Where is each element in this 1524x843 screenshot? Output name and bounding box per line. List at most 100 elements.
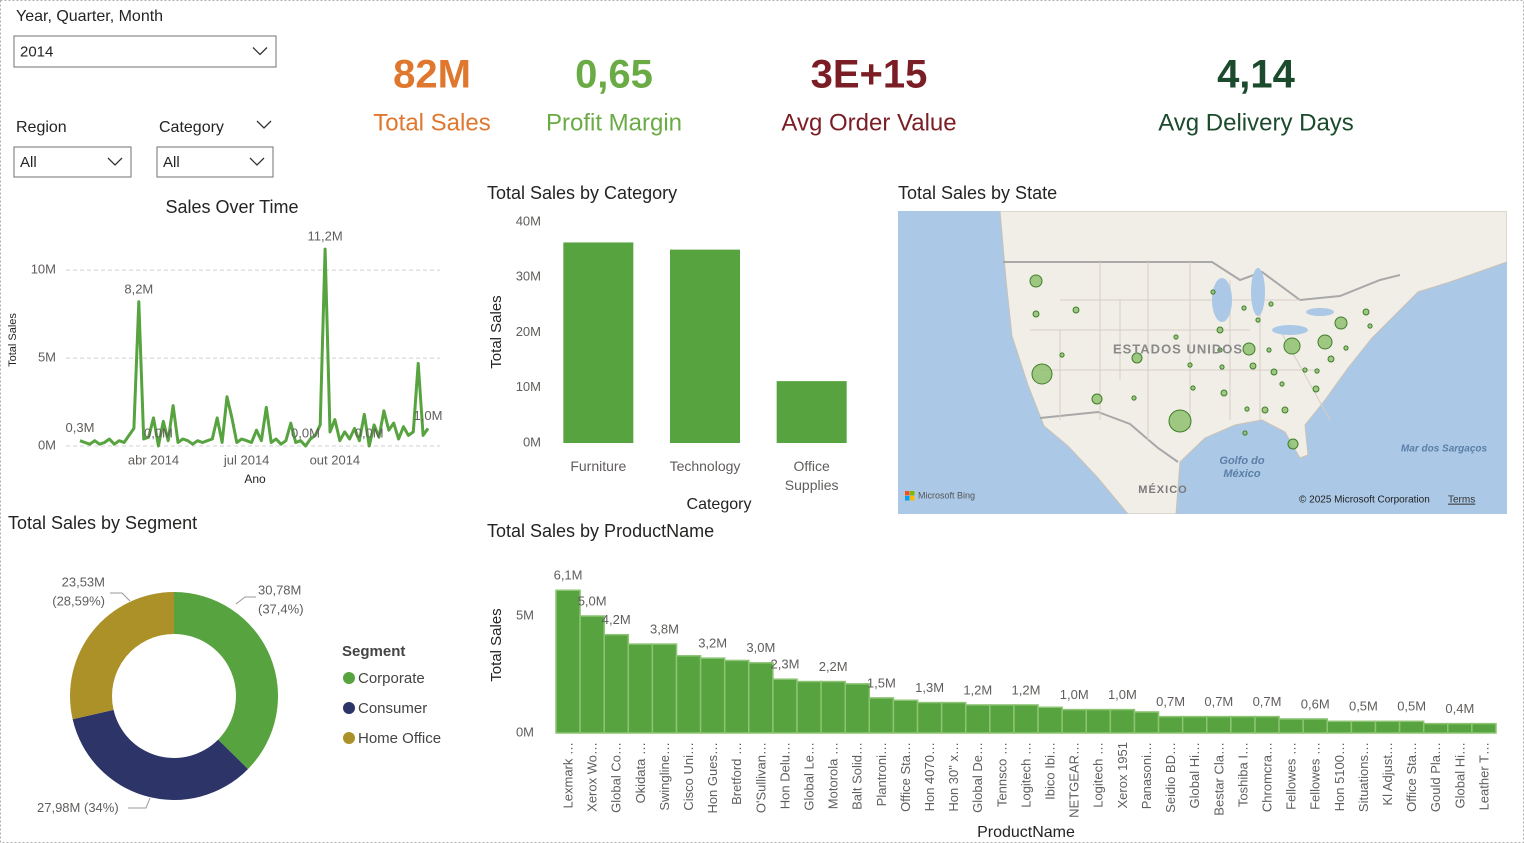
data-label: 1,0M [414,408,443,423]
bar [1398,720,1425,734]
bar [1254,715,1280,734]
x-tick-label: jul 2014 [223,452,270,467]
bar [675,655,702,734]
data-label: 2,3M [771,657,800,672]
x-tick-label: Logitech … [1018,742,1033,808]
x-tick-label: Xerox Wo… [585,742,600,812]
legend-label[interactable]: Consumer [358,700,427,717]
data-label: 3,2M [698,636,727,651]
kpi-label: Avg Delivery Days [1158,109,1354,136]
state-bubble [1242,342,1256,356]
legend-label[interactable]: Home Office [358,730,441,747]
bar [563,242,634,443]
state-bubble [1327,355,1335,363]
x-tick-label: Motorola … [826,742,841,809]
bar [603,633,630,734]
legend-marker [343,732,355,744]
x-tick-label: Logitech … [1091,742,1106,808]
chart-title: Total Sales by Segment [8,513,197,533]
state-bubble [1173,334,1179,340]
state-bubble [1281,406,1289,414]
bar [940,701,967,734]
x-tick-label: Hon 30" x… [946,742,961,812]
data-label: 0,0M [144,425,173,440]
x-tick-label: Seidio BD… [1163,742,1178,813]
data-label: 0,0M [355,425,384,440]
data-label: 0,7M [1253,694,1282,709]
slicer-dropdown[interactable] [13,35,277,68]
slicer-dropdown[interactable] [156,146,274,178]
state-bubble [1091,393,1103,405]
state-bubble [1367,323,1373,329]
x-tick-label: Fellowes … [1308,742,1323,810]
slicer-value: 2014 [20,43,53,60]
kpi-label: Profit Margin [546,109,682,136]
state-bubble [1072,306,1080,314]
slicer-label: Year, Quarter, Month [16,8,163,25]
x-tick-label: Balt Solid… [850,742,865,810]
state-bubble [1314,368,1320,374]
data-label: 1,2M [963,682,992,697]
state-bubble [1266,347,1272,353]
x-tick-label: Kl Adjust… [1380,742,1395,806]
data-label: 0,6M [1301,696,1330,711]
data-label: 5,0M [578,593,607,608]
state-bubble [1249,362,1257,370]
state-bubble [1268,301,1274,307]
bar [627,643,654,734]
data-label: 3,8M [650,622,679,637]
x-tick-label: O'Sullivan… [753,742,768,813]
chart-title: Total Sales by ProductName [487,521,714,541]
bar [1109,708,1136,734]
x-tick-label-box: Technology [669,458,741,474]
slicer-value: All [163,154,180,171]
bing-logo [905,491,910,496]
bar [555,589,581,734]
bar [579,615,605,734]
y-tick-label: 10M [31,262,56,277]
x-tick-label: Okidata … [633,742,648,803]
x-tick-label: abr 2014 [128,452,179,467]
chevron [107,157,123,166]
state-bubble [1187,362,1193,368]
y-tick-label: 5M [516,607,534,622]
slicer-label: Category [159,119,224,136]
state-bubble [1317,334,1333,350]
bar [989,704,1015,734]
state-bubble [1302,367,1308,373]
state-bubble [1219,364,1225,370]
x-tick-label: Chromcra… [1259,742,1274,812]
bar [868,697,895,734]
state-bubble [1210,289,1216,295]
x-tick-label: Technology [669,458,741,474]
state-bubble [1241,305,1247,311]
x-axis-title: ProductName [977,824,1075,841]
map-terms[interactable]: Terms [1448,495,1475,506]
x-tick-label: Bretford … [729,742,744,805]
state-bubble [1283,337,1301,355]
state-bubble [1029,274,1043,288]
data-label: 1,5M [867,675,896,690]
data-label: 3,0M [746,640,775,655]
x-tick-label: Leather T… [1476,742,1491,810]
data-label: 2,2M [819,659,848,674]
y-tick-label: 0M [38,437,56,452]
bing-logo [905,496,910,501]
state-bubble [1220,389,1228,397]
legend-label[interactable]: Corporate [358,670,425,687]
x-tick-label: out 2014 [310,452,361,467]
x-tick-label-box: Furniture [570,458,626,474]
y-axis-title: Total Sales [7,313,19,367]
state-bubble [1255,317,1261,323]
data-label: 1,2M [1012,682,1041,697]
bar [1013,704,1039,734]
bing-logo [910,491,915,496]
chevron [256,120,272,129]
x-tick-label: Hon Delu… [777,742,792,809]
bar [1471,722,1497,734]
x-tick-label: Xerox 1951 [1115,742,1130,809]
x-tick-label: Global Le… [802,742,817,811]
state-bubble [1362,308,1370,316]
percent-label: (28,59%) [52,593,105,608]
